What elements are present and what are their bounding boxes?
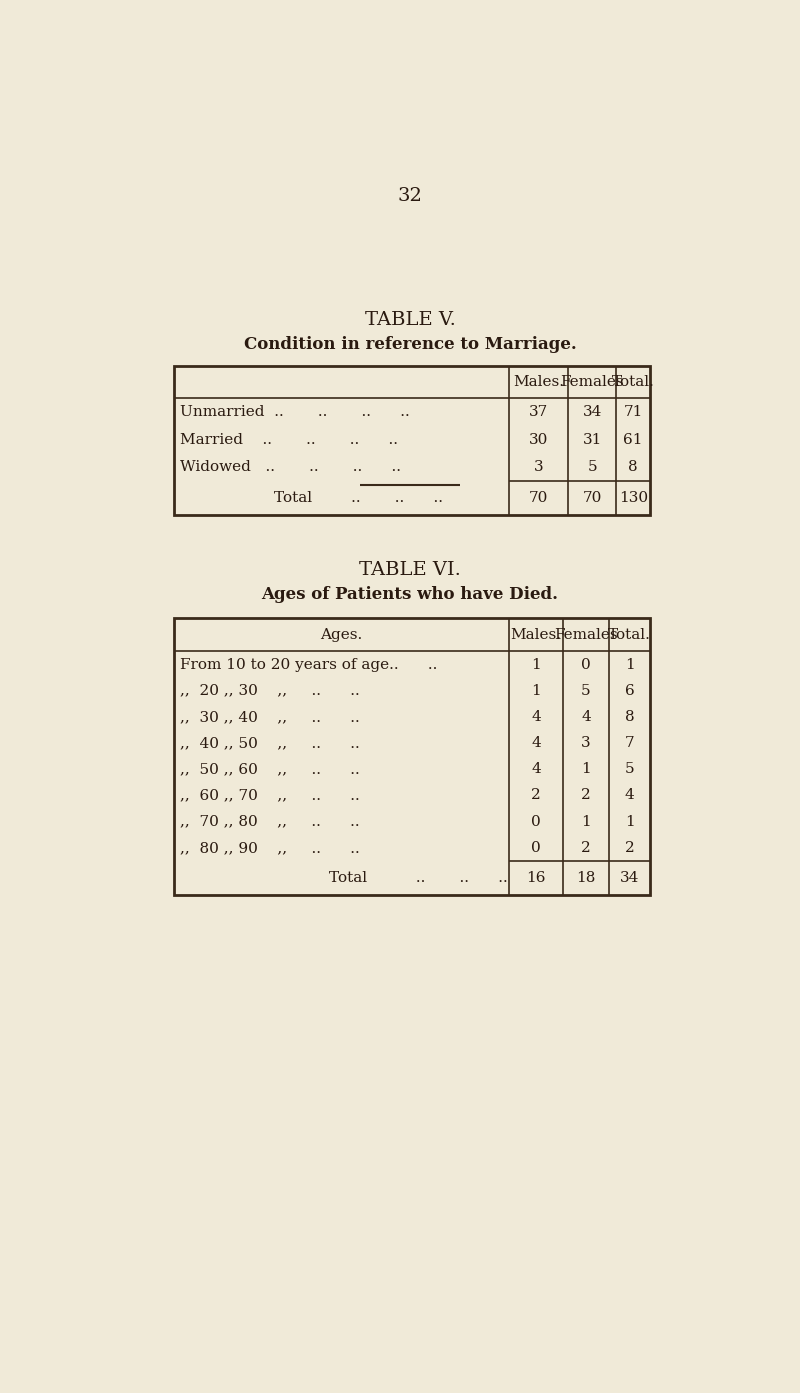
Text: Total.: Total. [612,375,654,389]
Text: 0: 0 [531,815,541,829]
Text: 1: 1 [531,684,541,698]
Text: 16: 16 [526,871,546,885]
Text: 7: 7 [625,736,634,749]
Text: 70: 70 [529,492,548,506]
Text: 30: 30 [529,433,548,447]
Text: 8: 8 [628,461,638,475]
Text: 1: 1 [625,657,634,671]
Text: 2: 2 [531,788,541,802]
Text: Condition in reference to Marriage.: Condition in reference to Marriage. [244,336,576,352]
Text: 34: 34 [620,871,639,885]
Text: 32: 32 [398,188,422,205]
Text: ,,  80 ,, 90    ,,     ..      ..: ,, 80 ,, 90 ,, .. .. [180,841,359,855]
Text: ,,  50 ,, 60    ,,     ..      ..: ,, 50 ,, 60 ,, .. .. [180,762,359,776]
Text: TABLE VI.: TABLE VI. [359,561,461,579]
Text: 31: 31 [582,433,602,447]
Text: Married    ..       ..       ..      ..: Married .. .. .. .. [180,433,398,447]
Text: 5: 5 [581,684,590,698]
Text: 2: 2 [625,841,634,855]
Text: TABLE V.: TABLE V. [365,311,455,329]
Text: 34: 34 [582,405,602,419]
Text: 5: 5 [587,461,597,475]
Text: ,,  30 ,, 40    ,,     ..      ..: ,, 30 ,, 40 ,, .. .. [180,710,359,724]
Text: 1: 1 [581,762,590,776]
Text: From 10 to 20 years of age..      ..: From 10 to 20 years of age.. .. [180,657,437,671]
Text: 0: 0 [531,841,541,855]
Text: 4: 4 [625,788,634,802]
Text: Total          ..       ..      ..: Total .. .. .. [329,871,507,885]
Text: Widowed   ..       ..       ..      ..: Widowed .. .. .. .. [180,461,401,475]
Text: Total.: Total. [608,628,651,642]
Text: Males.: Males. [510,628,562,642]
Text: ,,  70 ,, 80    ,,     ..      ..: ,, 70 ,, 80 ,, .. .. [180,815,359,829]
Text: 70: 70 [582,492,602,506]
Text: 71: 71 [623,405,643,419]
Text: 1: 1 [581,815,590,829]
Bar [174,617,650,894]
Text: 37: 37 [529,405,548,419]
Text: 8: 8 [625,710,634,724]
Text: Total        ..       ..      ..: Total .. .. .. [274,492,443,506]
Text: 1: 1 [625,815,634,829]
Text: 4: 4 [531,736,541,749]
Bar [174,366,650,515]
Text: Females: Females [554,628,618,642]
Text: ,,  20 ,, 30    ,,     ..      ..: ,, 20 ,, 30 ,, .. .. [180,684,359,698]
Text: Ages.: Ages. [320,628,362,642]
Text: 3: 3 [534,461,543,475]
Text: ,,  60 ,, 70    ,,     ..      ..: ,, 60 ,, 70 ,, .. .. [180,788,359,802]
Text: 1: 1 [531,657,541,671]
Text: ,,  40 ,, 50    ,,     ..      ..: ,, 40 ,, 50 ,, .. .. [180,736,359,749]
Text: 2: 2 [581,788,590,802]
Text: 3: 3 [581,736,590,749]
Text: 4: 4 [531,710,541,724]
Text: Ages of Patients who have Died.: Ages of Patients who have Died. [262,586,558,603]
Text: 0: 0 [581,657,590,671]
Text: 4: 4 [581,710,590,724]
Text: 130: 130 [618,492,648,506]
Text: 18: 18 [576,871,596,885]
Text: Males.: Males. [513,375,564,389]
Text: 4: 4 [531,762,541,776]
Text: Females: Females [560,375,624,389]
Text: 6: 6 [625,684,634,698]
Text: 61: 61 [623,433,643,447]
Text: 2: 2 [581,841,590,855]
Text: Unmarried  ..       ..       ..      ..: Unmarried .. .. .. .. [180,405,410,419]
Text: 5: 5 [625,762,634,776]
